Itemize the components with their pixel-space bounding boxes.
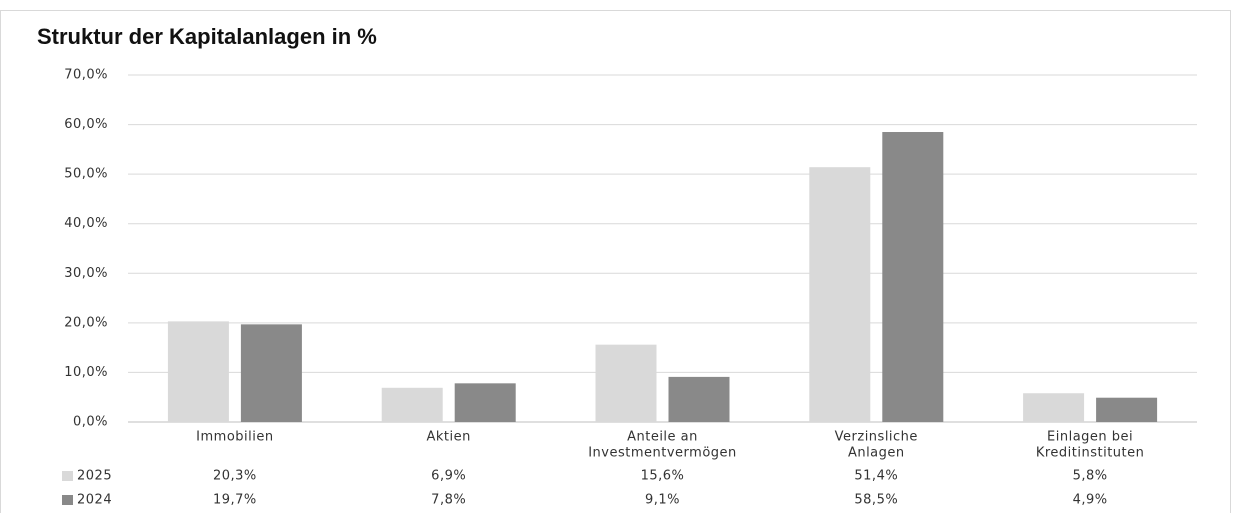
legend-swatch (62, 495, 73, 505)
y-tick-label: 40,0% (64, 216, 108, 231)
y-tick-label: 10,0% (64, 365, 108, 380)
table-value: 58,5% (854, 493, 898, 508)
y-tick-label: 50,0% (64, 167, 108, 182)
chart-title: Struktur der Kapitalanlagen in % (37, 24, 377, 49)
y-tick-label: 30,0% (64, 266, 108, 281)
table-value: 6,9% (431, 469, 466, 484)
x-tick-label: Kreditinstituten (1036, 446, 1145, 461)
bar (1096, 397, 1158, 422)
table-value: 19,7% (213, 493, 257, 508)
bar (882, 132, 944, 422)
bar (240, 324, 302, 422)
table-value: 7,8% (431, 493, 466, 508)
bar (809, 167, 871, 422)
table-value: 51,4% (854, 469, 898, 484)
y-tick-label: 60,0% (64, 117, 108, 132)
bar (381, 387, 443, 422)
x-tick-label: Anteile an (627, 430, 698, 445)
x-tick-label: Einlagen bei (1047, 430, 1133, 445)
table-value: 20,3% (213, 469, 257, 484)
bar (595, 344, 657, 422)
bar (167, 321, 229, 422)
y-tick-label: 0,0% (73, 415, 108, 430)
table-value: 5,8% (1073, 469, 1108, 484)
y-tick-label: 20,0% (64, 315, 108, 330)
y-tick-label: 70,0% (64, 68, 108, 83)
chart-border (0, 10, 1231, 513)
x-tick-label: Anlagen (848, 446, 905, 461)
table-value: 4,9% (1073, 493, 1108, 508)
x-tick-label: Immobilien (196, 430, 273, 445)
bar (1023, 393, 1085, 422)
legend-label: 2024 (77, 493, 112, 508)
table-value: 15,6% (641, 469, 685, 484)
legend-swatch (62, 471, 73, 481)
table-value: 9,1% (645, 493, 680, 508)
x-tick-label: Aktien (427, 430, 471, 445)
bar (454, 383, 516, 422)
legend-label: 2025 (77, 469, 112, 484)
x-tick-label: Investmentvermögen (588, 446, 737, 461)
bar (668, 376, 730, 422)
x-tick-label: Verzinsliche (835, 430, 918, 445)
